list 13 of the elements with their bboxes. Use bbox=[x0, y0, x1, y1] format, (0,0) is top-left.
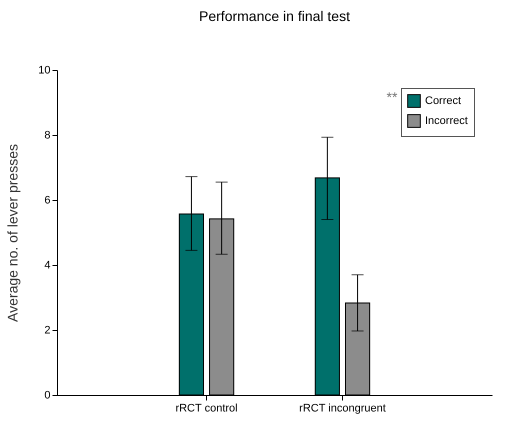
y-tick-label: 0 bbox=[44, 390, 50, 402]
y-tick-label: 2 bbox=[44, 324, 50, 336]
y-tick-label: 10 bbox=[38, 64, 50, 76]
y-tick-label: 6 bbox=[44, 194, 50, 206]
y-tick-label: 4 bbox=[44, 260, 50, 272]
x-tick-label: rRCT incongruent bbox=[299, 402, 386, 414]
y-tick-label: 8 bbox=[44, 130, 50, 142]
chart-title: Performance in final test bbox=[199, 8, 350, 24]
legend-label: Incorrect bbox=[425, 115, 468, 127]
x-tick-label: rRCT control bbox=[175, 402, 238, 414]
legend-label: Correct bbox=[425, 95, 462, 107]
y-axis-title: Average no. of lever presses bbox=[4, 144, 20, 322]
annotation: ** bbox=[386, 89, 398, 105]
